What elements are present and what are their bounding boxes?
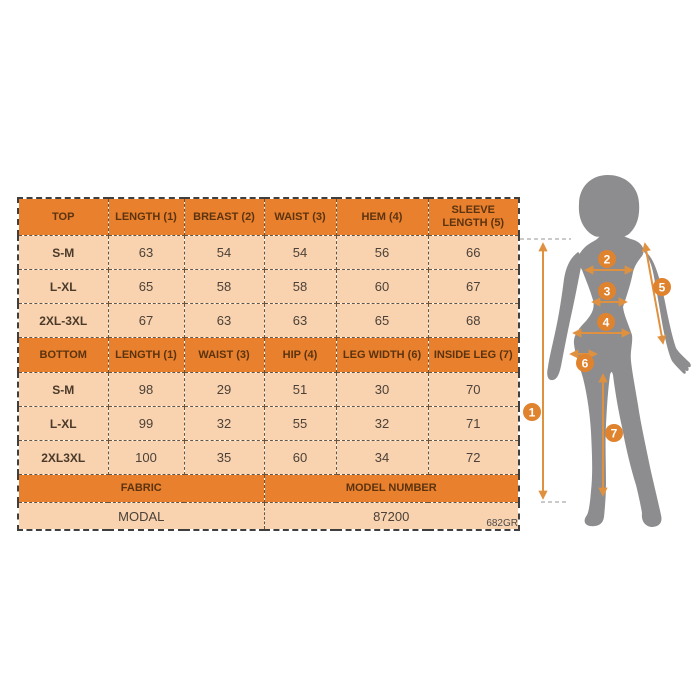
size-value: 54 — [263, 235, 337, 270]
silhouette-head — [578, 175, 640, 237]
header-cell-length: LENGTH (1) — [107, 197, 185, 236]
measurement-arrows — [538, 242, 667, 500]
header-cell-hip: HIP (4) — [263, 337, 337, 373]
size-value: 71 — [427, 406, 520, 441]
size-value: 65 — [335, 303, 429, 338]
model-number-header-cell: MODEL NUMBER — [263, 474, 520, 503]
size-value: 68 — [427, 303, 520, 338]
measurement-figure-diagram: 1 2 3 4 5 6 7 — [520, 175, 691, 527]
size-value: 99 — [107, 406, 185, 441]
size-label: L-XL — [17, 406, 109, 441]
size-value: 63 — [263, 303, 337, 338]
size-value: 32 — [335, 406, 429, 441]
marker-5: 5 — [653, 278, 671, 296]
info-value-row: MODAL 87200 — [17, 502, 520, 531]
marker-2: 2 — [598, 250, 616, 268]
size-value: 54 — [183, 235, 265, 270]
table-row: 2XL-3XL 67 63 63 65 68 — [17, 303, 520, 338]
size-label: 2XL3XL — [17, 440, 109, 475]
catalog-code: 682GR — [486, 518, 518, 529]
table-row: 2XL3XL 100 35 60 34 72 — [17, 440, 520, 475]
size-value: 100 — [107, 440, 185, 475]
bottom-header-row: BOTTOM LENGTH (1) WAIST (3) HIP (4) LEG … — [17, 337, 520, 373]
sleeve-arrow — [641, 242, 667, 345]
marker-4: 4 — [597, 313, 615, 331]
marker-1: 1 — [523, 403, 541, 421]
size-value: 29 — [183, 372, 265, 407]
size-value: 63 — [107, 235, 185, 270]
marker-4-number: 4 — [603, 315, 610, 329]
table-row: S-M 63 54 54 56 66 — [17, 235, 520, 270]
size-value: 98 — [107, 372, 185, 407]
header-cell-inside-leg: INSIDE LEG (7) — [427, 337, 520, 373]
table-row: S-M 98 29 51 30 70 — [17, 372, 520, 407]
marker-2-number: 2 — [604, 252, 611, 266]
marker-6: 6 — [576, 354, 594, 372]
size-table: TOP LENGTH (1) BREAST (2) WAIST (3) HEM … — [17, 197, 520, 531]
marker-7: 7 — [605, 424, 623, 442]
header-cell-hem: HEM (4) — [335, 197, 429, 236]
size-value: 32 — [183, 406, 265, 441]
size-label: S-M — [17, 235, 109, 270]
header-cell-leg-width: LEG WIDTH (6) — [335, 337, 429, 373]
header-cell-waist: WAIST (3) — [263, 197, 337, 236]
size-value: 70 — [427, 372, 520, 407]
marker-badges: 1 2 3 4 5 6 7 — [523, 250, 671, 442]
size-value: 58 — [183, 269, 265, 304]
marker-3: 3 — [598, 282, 616, 300]
marker-3-number: 3 — [604, 284, 611, 298]
header-cell-bottom: BOTTOM — [17, 337, 109, 373]
woman-silhouette — [547, 175, 691, 527]
size-value: 66 — [427, 235, 520, 270]
header-cell-top: TOP — [17, 197, 109, 236]
size-value: 67 — [107, 303, 185, 338]
info-header-row: FABRIC MODEL NUMBER — [17, 474, 520, 503]
size-value: 58 — [263, 269, 337, 304]
table-row: L-XL 99 32 55 32 71 — [17, 406, 520, 441]
size-value: 35 — [183, 440, 265, 475]
size-value: 56 — [335, 235, 429, 270]
header-cell-sleeve-length: SLEEVE LENGTH (5) — [427, 197, 520, 236]
header-cell-length: LENGTH (1) — [107, 337, 185, 373]
size-label: 2XL-3XL — [17, 303, 109, 338]
marker-6-number: 6 — [582, 356, 589, 370]
size-label: S-M — [17, 372, 109, 407]
size-label: L-XL — [17, 269, 109, 304]
size-value: 30 — [335, 372, 429, 407]
header-cell-breast: BREAST (2) — [183, 197, 265, 236]
marker-5-number: 5 — [659, 280, 666, 294]
model-number-value-cell: 87200 — [263, 502, 520, 531]
size-value: 72 — [427, 440, 520, 475]
size-value: 65 — [107, 269, 185, 304]
silhouette-left-arm — [547, 252, 582, 381]
size-value: 34 — [335, 440, 429, 475]
silhouette-right-arm — [640, 248, 691, 374]
top-header-row: TOP LENGTH (1) BREAST (2) WAIST (3) HEM … — [17, 197, 520, 236]
size-value: 60 — [263, 440, 337, 475]
size-value: 67 — [427, 269, 520, 304]
table-row: L-XL 65 58 58 60 67 — [17, 269, 520, 304]
size-value: 63 — [183, 303, 265, 338]
marker-7-number: 7 — [611, 426, 618, 440]
size-value: 55 — [263, 406, 337, 441]
fabric-header-cell: FABRIC — [17, 474, 265, 503]
marker-1-number: 1 — [529, 405, 536, 419]
fabric-value-cell: MODAL — [17, 502, 265, 531]
header-cell-waist: WAIST (3) — [183, 337, 265, 373]
size-value: 60 — [335, 269, 429, 304]
size-value: 51 — [263, 372, 337, 407]
